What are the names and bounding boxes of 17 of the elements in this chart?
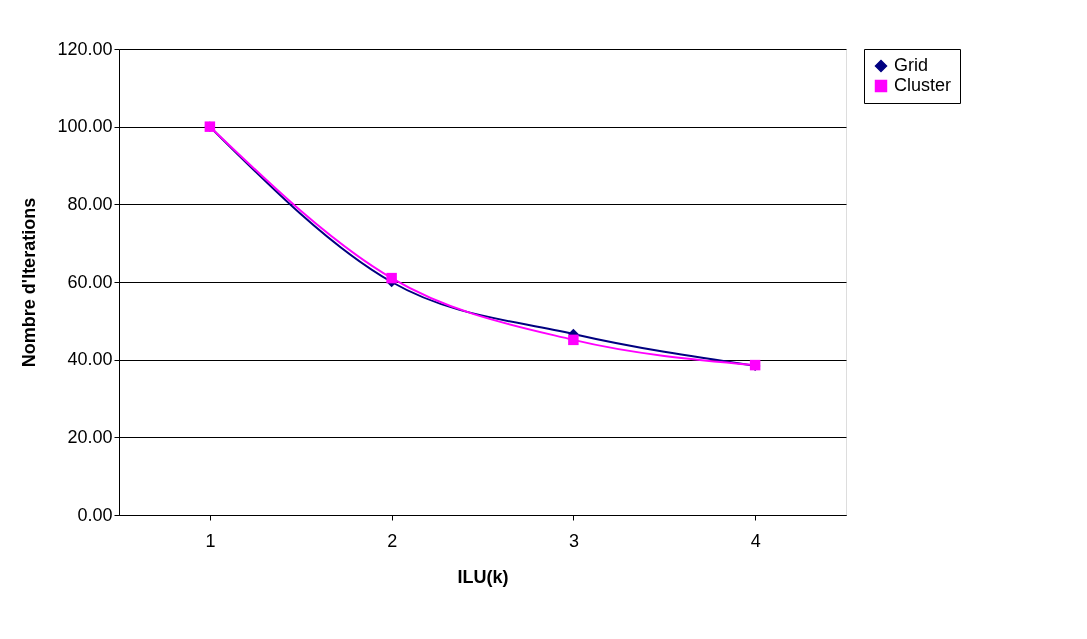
y-tick-label: 120.00 — [57, 38, 113, 59]
point — [386, 272, 397, 284]
y-tick-label: 60.00 — [67, 271, 113, 292]
y-tick-label: 20.00 — [67, 426, 113, 447]
x-tick-label: 1 — [205, 530, 216, 551]
x-tick-label: 4 — [750, 530, 761, 551]
y-tick-label: 100.00 — [57, 116, 113, 137]
x-axis-title: ILU(k) — [457, 566, 509, 587]
y-tick-label: 40.00 — [67, 349, 113, 370]
y-tick-label: 80.00 — [67, 193, 113, 214]
point — [568, 334, 579, 346]
x-tick-label: 3 — [568, 530, 579, 551]
y-tick-label: 0.00 — [77, 504, 113, 525]
y-axis-title: Nombre d'Iterations — [19, 197, 40, 368]
legend-label: Cluster — [894, 75, 952, 95]
x-tick-label: 2 — [387, 530, 398, 551]
legend-label: Grid — [894, 55, 929, 75]
